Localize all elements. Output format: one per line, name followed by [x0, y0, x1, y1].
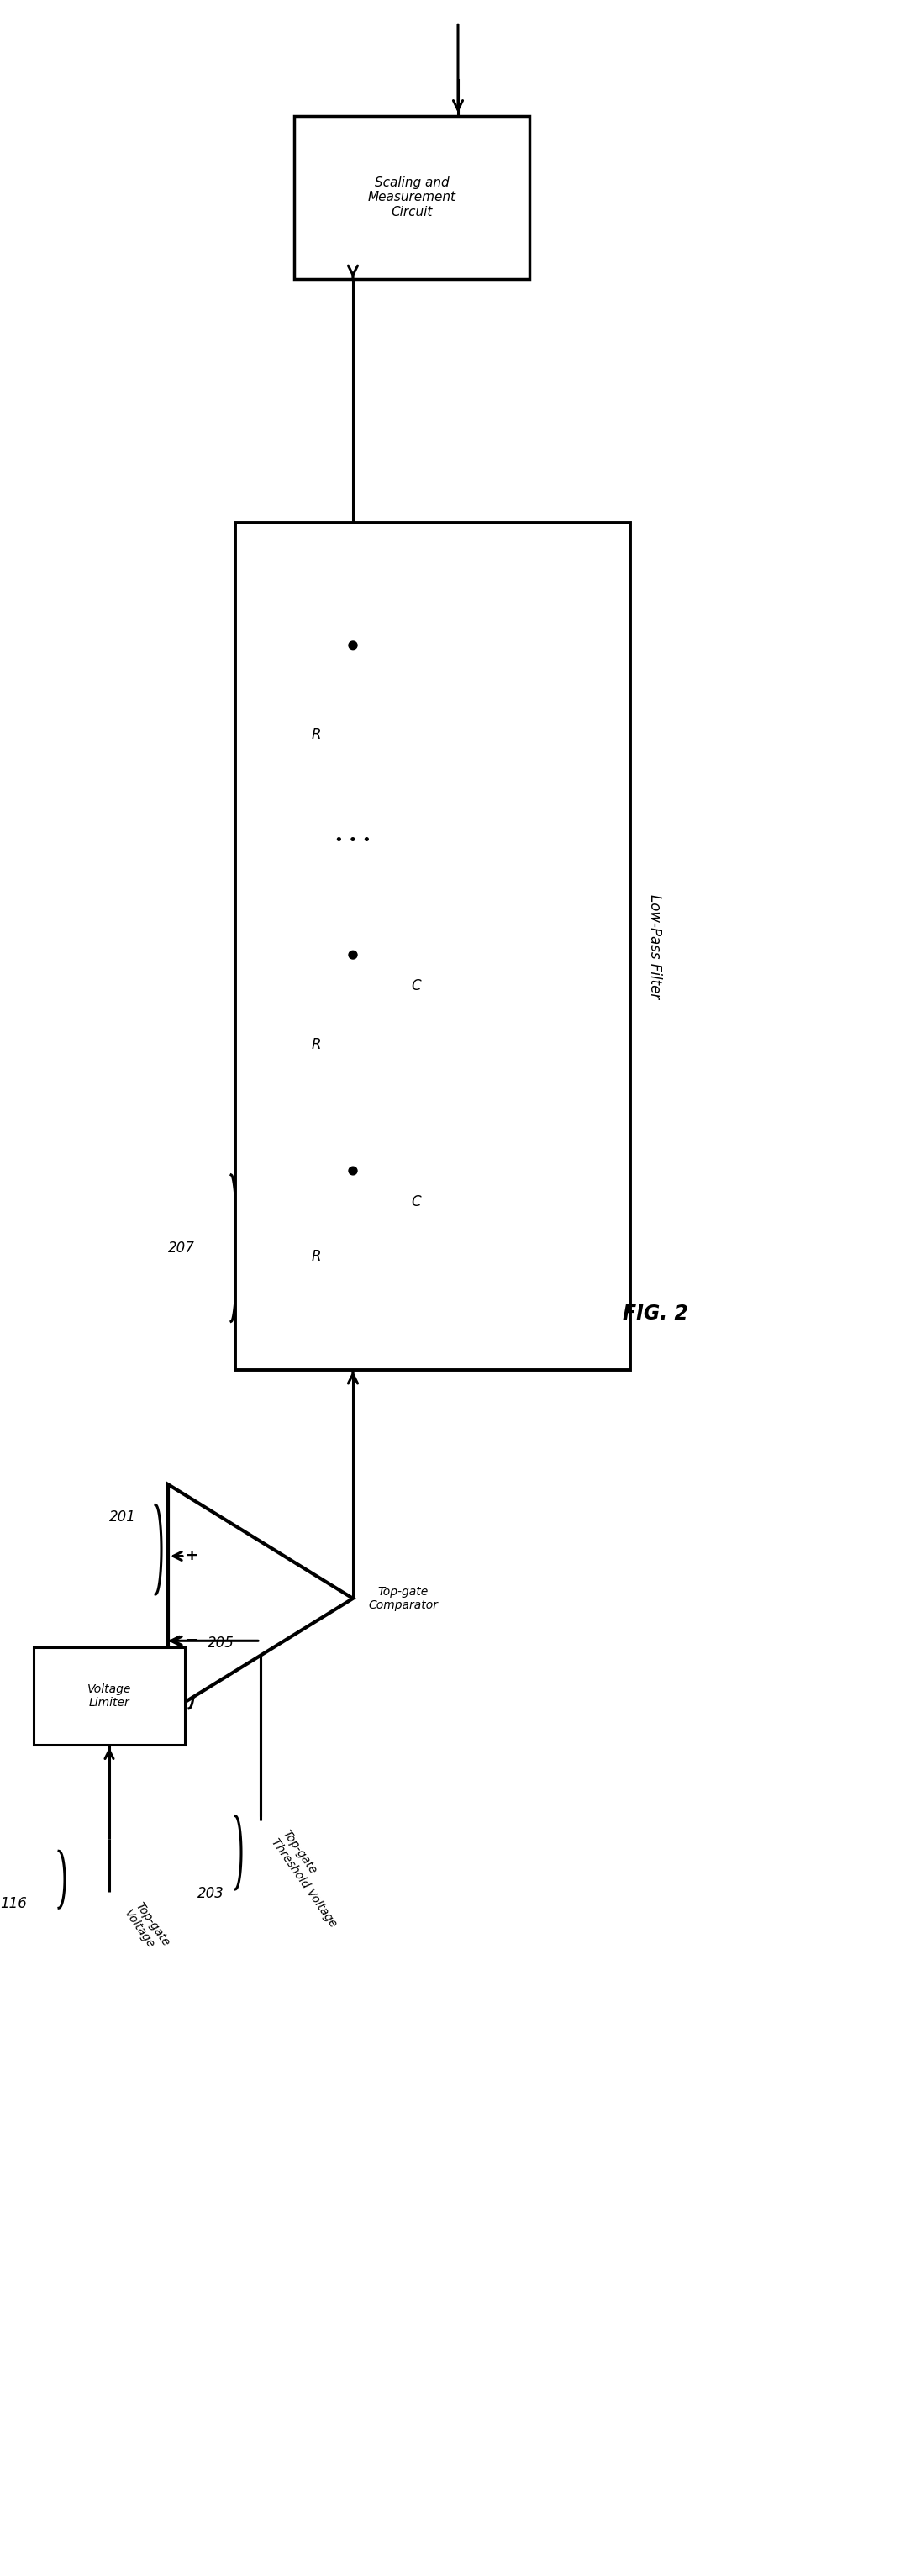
Text: Top-gate
Threshold Voltage: Top-gate Threshold Voltage — [269, 1829, 350, 1929]
Text: Top-gate
Voltage: Top-gate Voltage — [122, 1901, 172, 1955]
Text: 116: 116 — [0, 1896, 27, 1911]
Text: • • •: • • • — [335, 832, 372, 848]
Polygon shape — [168, 1484, 353, 1713]
Text: C: C — [411, 979, 421, 994]
Text: R: R — [311, 1249, 321, 1265]
Bar — [235, 523, 630, 1370]
Text: Top-gate
Comparator: Top-gate Comparator — [368, 1587, 437, 1610]
Circle shape — [348, 1167, 357, 1175]
Text: 201: 201 — [109, 1510, 136, 1525]
Text: Scaling and
Measurement
Circuit: Scaling and Measurement Circuit — [367, 175, 456, 219]
Circle shape — [348, 641, 357, 649]
Text: FIG. 2: FIG. 2 — [623, 1303, 688, 1324]
Circle shape — [348, 951, 357, 958]
Bar — [33, 1646, 184, 1744]
Text: Voltage
Limiter: Voltage Limiter — [87, 1685, 131, 1708]
Text: R: R — [311, 1038, 321, 1051]
Text: C: C — [411, 1195, 421, 1208]
Text: 205: 205 — [208, 1636, 234, 1651]
Text: +: + — [185, 1548, 198, 1564]
Text: R: R — [311, 726, 321, 742]
Text: −: − — [185, 1633, 198, 1649]
Text: 207: 207 — [168, 1242, 195, 1255]
Text: Low-Pass Filter: Low-Pass Filter — [647, 894, 662, 999]
Text: 203: 203 — [197, 1886, 224, 1901]
Bar — [294, 116, 529, 278]
